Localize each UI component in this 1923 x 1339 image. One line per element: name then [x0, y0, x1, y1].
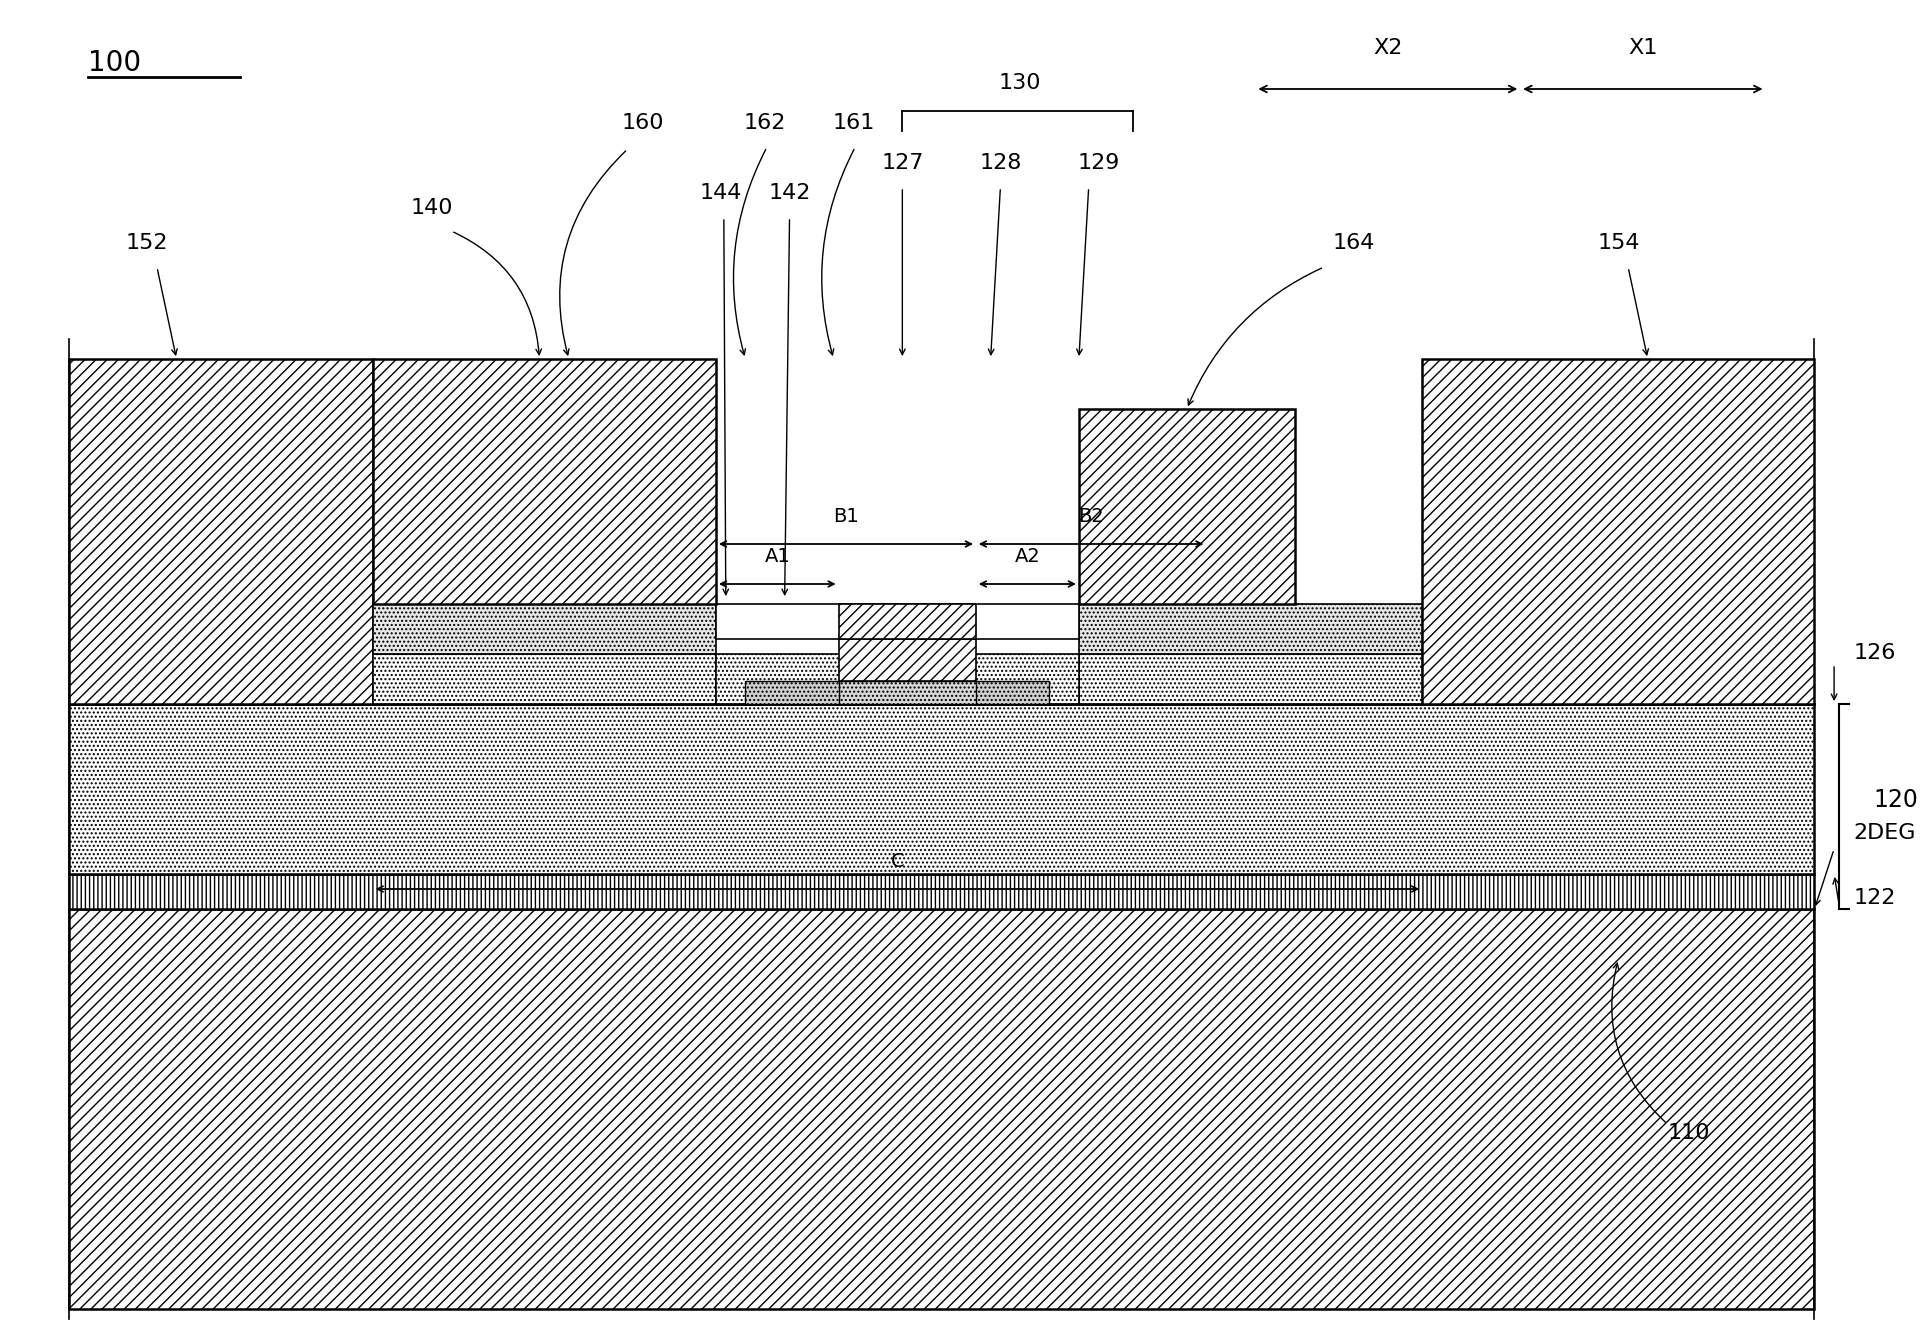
Bar — [838, 639, 975, 682]
Bar — [69, 359, 373, 704]
Text: 130: 130 — [998, 74, 1040, 92]
Bar — [69, 874, 1815, 909]
Bar — [838, 604, 975, 639]
Bar — [373, 653, 715, 704]
Text: 162: 162 — [744, 112, 787, 133]
Bar — [746, 682, 1050, 704]
Bar — [1423, 359, 1815, 704]
Text: 160: 160 — [621, 112, 663, 133]
Text: X1: X1 — [1629, 37, 1658, 58]
Text: 128: 128 — [979, 153, 1021, 173]
Text: B1: B1 — [833, 507, 860, 526]
Text: 152: 152 — [125, 233, 169, 253]
Text: 164: 164 — [1333, 233, 1375, 253]
Text: 122: 122 — [1854, 888, 1896, 908]
Text: 127: 127 — [881, 153, 923, 173]
Bar — [69, 704, 1815, 874]
Text: 126: 126 — [1854, 643, 1896, 663]
Text: A2: A2 — [1015, 548, 1040, 566]
Text: X2: X2 — [1373, 37, 1402, 58]
Bar — [715, 653, 1079, 704]
Text: 129: 129 — [1077, 153, 1119, 173]
Text: 154: 154 — [1598, 233, 1640, 253]
Text: 100: 100 — [88, 50, 142, 78]
Bar — [715, 604, 1079, 639]
Bar — [838, 682, 975, 704]
Bar — [373, 604, 715, 653]
Text: A1: A1 — [765, 548, 790, 566]
Text: B2: B2 — [1079, 507, 1104, 526]
Text: 120: 120 — [1873, 787, 1919, 811]
Text: 2DEG: 2DEG — [1854, 823, 1915, 844]
Text: 140: 140 — [410, 198, 452, 218]
Text: C: C — [890, 852, 904, 870]
Text: 161: 161 — [833, 112, 875, 133]
Bar — [1079, 604, 1423, 653]
Text: 110: 110 — [1667, 1123, 1710, 1144]
Bar — [1079, 653, 1423, 704]
Bar — [69, 909, 1815, 1310]
Text: 144: 144 — [700, 183, 742, 204]
Text: 142: 142 — [769, 183, 812, 204]
Bar — [373, 359, 715, 604]
Bar — [1079, 408, 1294, 604]
